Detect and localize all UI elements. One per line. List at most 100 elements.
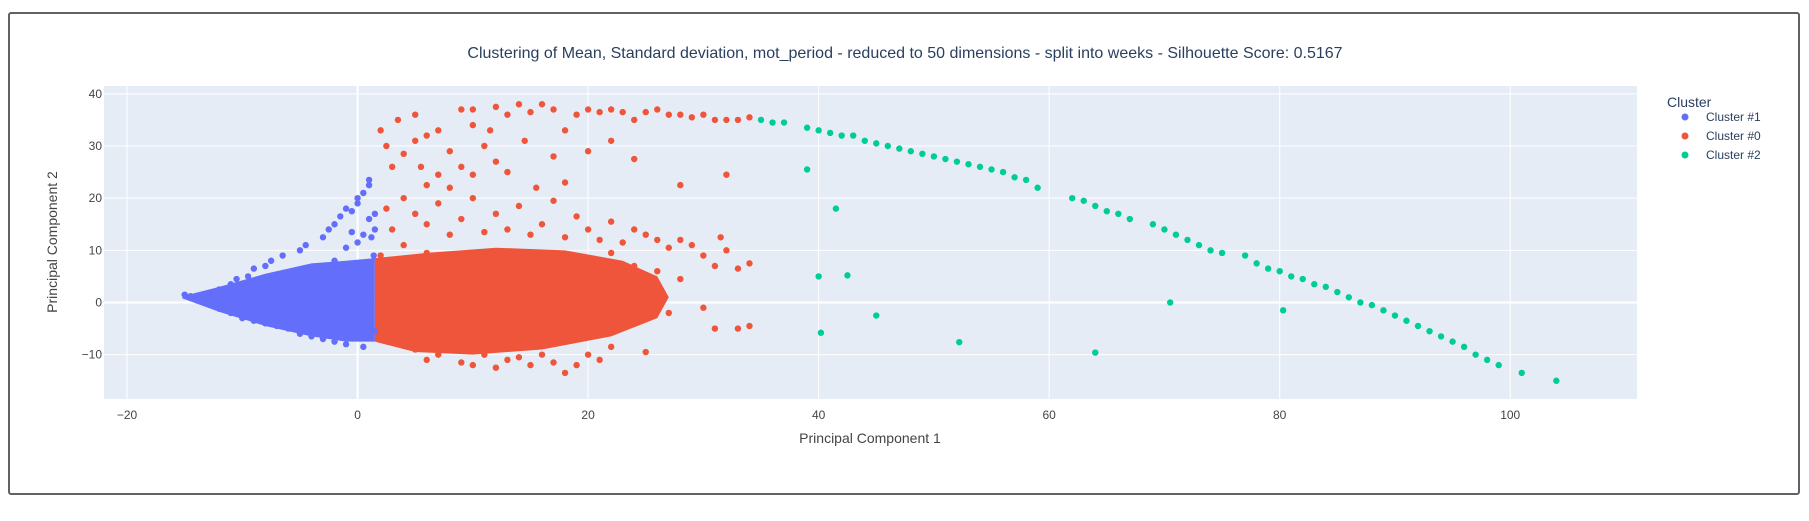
legend-item[interactable]: Cluster #0 (1681, 129, 1762, 143)
data-point[interactable] (1322, 283, 1329, 291)
data-point[interactable] (538, 351, 546, 358)
data-point[interactable] (239, 294, 246, 301)
data-point[interactable] (573, 361, 580, 369)
data-point[interactable] (550, 359, 557, 366)
data-point[interactable] (227, 302, 234, 309)
data-point[interactable] (515, 283, 523, 291)
data-point[interactable] (1166, 299, 1174, 306)
data-point[interactable] (348, 228, 356, 236)
data-point[interactable] (1426, 327, 1433, 335)
data-point[interactable] (210, 301, 217, 309)
data-point[interactable] (953, 158, 961, 165)
data-point[interactable] (815, 127, 822, 134)
data-point[interactable] (584, 226, 592, 233)
data-point[interactable] (360, 231, 367, 238)
data-point[interactable] (596, 236, 603, 244)
data-point[interactable] (584, 257, 592, 264)
data-point[interactable] (354, 194, 361, 202)
data-point[interactable] (956, 338, 963, 346)
data-point[interactable] (417, 163, 425, 171)
data-point[interactable] (1264, 265, 1272, 272)
data-point[interactable] (388, 226, 396, 233)
data-point[interactable] (370, 252, 377, 259)
data-point[interactable] (734, 265, 742, 272)
data-point[interactable] (383, 205, 390, 212)
data-point[interactable] (1368, 301, 1376, 309)
data-point[interactable] (446, 320, 453, 327)
data-point[interactable] (1483, 356, 1491, 364)
scatter-points[interactable] (181, 101, 1560, 384)
data-point[interactable] (711, 116, 719, 124)
data-point[interactable] (607, 249, 615, 257)
data-point[interactable] (631, 155, 638, 163)
data-point[interactable] (1126, 215, 1134, 223)
data-point[interactable] (850, 132, 857, 139)
data-point[interactable] (817, 329, 825, 336)
data-point[interactable] (227, 281, 234, 288)
data-point[interactable] (446, 148, 453, 155)
data-point[interactable] (896, 145, 903, 152)
data-point[interactable] (296, 247, 304, 254)
data-point[interactable] (873, 140, 880, 147)
data-point[interactable] (654, 294, 661, 301)
data-point[interactable] (1241, 252, 1249, 259)
data-point[interactable] (342, 205, 350, 212)
data-point[interactable] (354, 200, 361, 207)
data-point[interactable] (988, 166, 995, 173)
data-point[interactable] (1253, 260, 1260, 267)
data-point[interactable] (285, 310, 292, 318)
data-point[interactable] (262, 262, 269, 270)
data-point[interactable] (596, 356, 603, 364)
data-point[interactable] (1103, 208, 1110, 215)
data-point[interactable] (204, 290, 211, 298)
data-point[interactable] (250, 265, 258, 272)
data-point[interactable] (1311, 281, 1318, 288)
data-point[interactable] (1414, 322, 1422, 330)
data-point[interactable] (423, 181, 430, 189)
data-point[interactable] (700, 252, 707, 259)
data-point[interactable] (458, 106, 465, 113)
data-point[interactable] (368, 234, 375, 241)
data-point[interactable] (492, 103, 500, 111)
data-point[interactable] (216, 299, 223, 306)
data-point[interactable] (607, 106, 615, 113)
data-point[interactable] (573, 111, 580, 118)
data-point[interactable] (631, 320, 638, 327)
data-point[interactable] (1472, 351, 1479, 358)
data-point[interactable] (844, 272, 851, 279)
data-point[interactable] (1195, 241, 1203, 249)
data-point[interactable] (734, 325, 742, 332)
data-point[interactable] (377, 278, 384, 285)
data-point[interactable] (354, 260, 361, 267)
data-point[interactable] (815, 273, 822, 280)
data-point[interactable] (308, 304, 315, 311)
data-point[interactable] (757, 116, 765, 124)
data-point[interactable] (1334, 288, 1341, 296)
data-point[interactable] (423, 304, 430, 311)
data-point[interactable] (1069, 194, 1076, 202)
data-point[interactable] (1357, 299, 1364, 306)
series-cluster-1[interactable] (181, 176, 379, 351)
data-point[interactable] (400, 257, 407, 264)
data-point[interactable] (504, 111, 511, 118)
data-point[interactable] (371, 210, 379, 218)
data-point[interactable] (198, 296, 206, 304)
legend-item[interactable]: Cluster #2 (1681, 148, 1762, 162)
data-point[interactable] (1437, 333, 1445, 340)
data-point[interactable] (907, 148, 915, 155)
data-point[interactable] (711, 325, 719, 332)
data-point[interactable] (861, 137, 868, 144)
data-point[interactable] (365, 176, 373, 184)
data-point[interactable] (227, 309, 234, 317)
data-point[interactable] (348, 208, 356, 215)
data-point[interactable] (999, 168, 1007, 176)
data-point[interactable] (521, 137, 528, 144)
data-point[interactable] (412, 137, 419, 144)
data-point[interactable] (538, 221, 546, 228)
data-point[interactable] (193, 295, 200, 302)
data-point[interactable] (377, 127, 384, 134)
data-point[interactable] (631, 226, 638, 233)
data-point[interactable] (561, 234, 569, 241)
data-point[interactable] (826, 129, 834, 137)
data-point[interactable] (1022, 176, 1030, 184)
